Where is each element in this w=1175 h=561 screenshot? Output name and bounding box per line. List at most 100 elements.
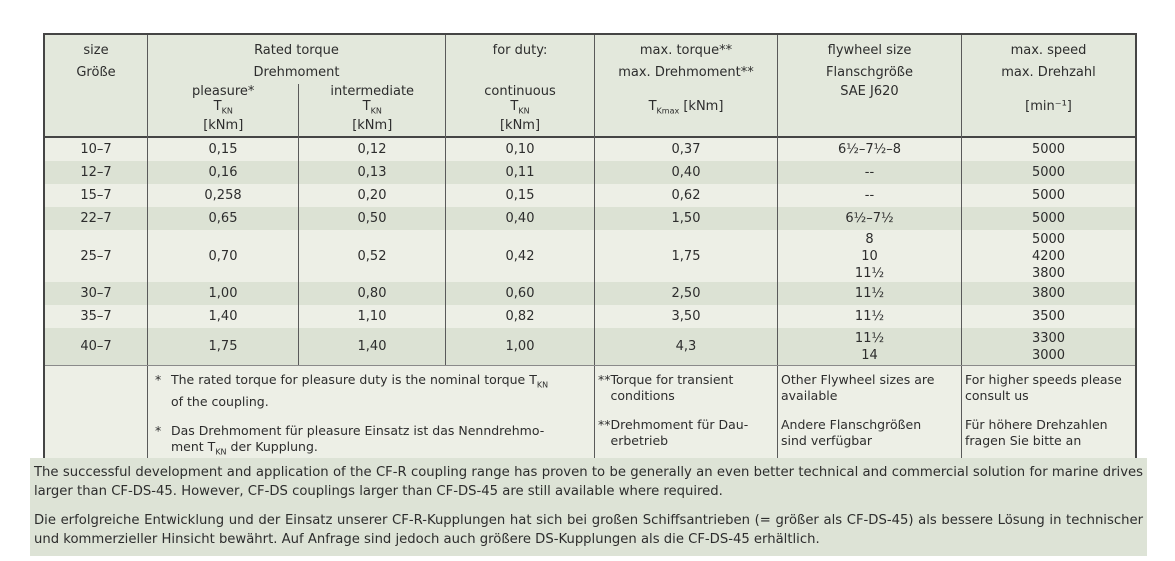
footnote-item: ** Drehmoment für Dau- erbetrieb xyxy=(598,417,748,449)
footnote-text: Other Flywheel sizes are available xyxy=(781,372,935,403)
cell-max-torque: 0,62 xyxy=(594,184,777,207)
header-max-speed-en: max. speed xyxy=(1010,43,1087,58)
header-flywheel-en: flywheel size xyxy=(827,43,912,58)
cell-pleasure: 0,16 xyxy=(147,161,298,184)
cell-max-torque: 3,50 xyxy=(594,305,777,328)
cell-speed: 5000 xyxy=(961,207,1135,230)
cell-flywheel: 11½ xyxy=(777,305,961,328)
cell-speed: 5000 xyxy=(961,184,1135,207)
cell-flywheel: 11½ xyxy=(777,282,961,305)
table-row: 15–7 0,258 0,20 0,15 0,62 -- 5000 xyxy=(45,184,1135,207)
header-size-en: size xyxy=(83,43,109,58)
header-continuous-symbol: TKN xyxy=(510,99,530,116)
cell-max-torque: 2,50 xyxy=(594,282,777,305)
cell-size: 30–7 xyxy=(80,286,112,301)
cell-speed: 3300 3000 xyxy=(961,328,1135,365)
header-max-torque: max. torque** max. Drehmoment** TKmax [k… xyxy=(594,35,777,138)
cell-continuous: 0,15 xyxy=(445,184,594,207)
table-row: 10–7 0,15 0,12 0,10 0,37 6½–7½–8 5000 xyxy=(45,138,1135,161)
cell-continuous: 0,11 xyxy=(445,161,594,184)
table-row: 35–7 1,40 1,10 0,82 3,50 11½ 3500 xyxy=(45,305,1135,328)
footnote-marker: ** xyxy=(598,417,611,432)
cell-max-torque: 4,3 xyxy=(594,328,777,365)
cell-continuous: 0,40 xyxy=(445,207,594,230)
cell-intermediate: 0,52 xyxy=(298,230,445,282)
cell-pleasure: 1,40 xyxy=(147,305,298,328)
header-intermediate-symbol: TKN xyxy=(362,99,382,116)
cell-continuous: 0,10 xyxy=(445,138,594,161)
header-max-speed: max. speed max. Drehzahl [min⁻¹] xyxy=(961,35,1135,138)
cell-pleasure: 1,00 xyxy=(147,282,298,305)
table-row: 22–7 0,65 0,50 0,40 1,50 6½–7½ 5000 xyxy=(45,207,1135,230)
header-duty-title: for duty: xyxy=(492,43,548,58)
header-rated-torque-group: Rated torque Drehmoment pleasure* TKN [k… xyxy=(147,35,445,138)
footnote-text: Drehmoment für Dau- erbetrieb xyxy=(610,417,749,448)
header-flywheel-standard: SAE J620 xyxy=(840,84,899,99)
header-pleasure: pleasure* TKN [kNm] xyxy=(148,84,298,138)
table-header: size Größe Rated torque Drehmoment pleas… xyxy=(45,35,1135,138)
header-max-torque-en: max. torque** xyxy=(639,43,733,58)
header-max-speed-de: max. Drehzahl xyxy=(1001,65,1096,80)
header-pleasure-label: pleasure* xyxy=(192,84,255,99)
cell-size: 25–7 xyxy=(80,248,112,264)
note-english: The successful development and applicati… xyxy=(34,465,1143,499)
footnote-flywheel: Other Flywheel sizes are available Ander… xyxy=(777,366,961,466)
cell-continuous: 1,00 xyxy=(445,328,594,365)
footnote-text: Für höhere Drehzahlen fragen Sie bitte a… xyxy=(965,417,1108,448)
header-flywheel-de: Flanschgröße xyxy=(826,65,913,80)
footnote-text: The rated torque for pleasure duty is th… xyxy=(171,372,549,409)
table-row: 12–7 0,16 0,13 0,11 0,40 -- 5000 xyxy=(45,161,1135,184)
footnote-text: Torque for transient conditions xyxy=(610,372,734,403)
table-row: 40–7 1,75 1,40 1,00 4,3 11½ 14 3300 3000 xyxy=(45,328,1135,365)
cell-flywheel: -- xyxy=(777,184,961,207)
header-flywheel: flywheel size Flanschgröße SAE J620 xyxy=(777,35,961,138)
header-pleasure-symbol: TKN xyxy=(213,99,233,116)
footnote-rated-torque: * The rated torque for pleasure duty is … xyxy=(147,366,594,466)
header-pleasure-unit: [kNm] xyxy=(203,117,244,133)
cell-pleasure: 0,15 xyxy=(147,138,298,161)
cell-intermediate: 0,13 xyxy=(298,161,445,184)
footnote-text: For higher speeds please consult us xyxy=(965,372,1122,403)
cell-flywheel: 6½–7½ xyxy=(777,207,961,230)
cell-max-torque: 1,50 xyxy=(594,207,777,230)
note-german: Die erfolgreiche Entwicklung und der Ein… xyxy=(34,513,1143,547)
cell-size: 10–7 xyxy=(80,142,112,157)
cell-intermediate: 0,12 xyxy=(298,138,445,161)
footnote-speed: For higher speeds please consult us Für … xyxy=(961,366,1135,466)
spec-table: size Größe Rated torque Drehmoment pleas… xyxy=(43,33,1137,468)
cell-intermediate: 1,40 xyxy=(298,328,445,365)
cell-size: 12–7 xyxy=(80,165,112,180)
header-intermediate: intermediate TKN [kNm] xyxy=(298,84,445,138)
header-rated-en: Rated torque xyxy=(254,43,339,58)
cell-size: 15–7 xyxy=(80,188,112,203)
cell-continuous: 0,82 xyxy=(445,305,594,328)
cell-max-torque: 0,40 xyxy=(594,161,777,184)
footnote-empty-cell xyxy=(45,366,147,466)
cell-continuous: 0,42 xyxy=(445,230,594,282)
footnote-marker: * xyxy=(155,422,162,438)
table-row: 25–7 0,70 0,52 0,42 1,75 8 10 11½ 5000 4… xyxy=(45,230,1135,282)
header-intermediate-unit: [kNm] xyxy=(352,117,393,133)
footnote-item: * Das Drehmoment für pleasure Einsatz is… xyxy=(155,423,544,461)
footnote-item: ** Torque for transient conditions xyxy=(598,372,733,404)
cell-intermediate: 0,50 xyxy=(298,207,445,230)
cell-max-torque: 0,37 xyxy=(594,138,777,161)
header-for-duty: for duty: continuous TKN [kNm] xyxy=(445,35,594,138)
footnote-max-torque: ** Torque for transient conditions ** Dr… xyxy=(594,366,777,466)
header-size-de: Größe xyxy=(76,65,116,80)
cell-speed: 5000 4200 3800 xyxy=(961,230,1135,282)
header-max-torque-symbol: TKmax [kNm] xyxy=(648,99,724,116)
cell-pleasure: 0,70 xyxy=(147,230,298,282)
bottom-notes: The successful development and applicati… xyxy=(30,458,1147,556)
cell-speed: 5000 xyxy=(961,138,1135,161)
header-size: size Größe xyxy=(45,35,147,138)
cell-intermediate: 0,20 xyxy=(298,184,445,207)
header-continuous-label: continuous xyxy=(484,84,556,99)
cell-speed: 3500 xyxy=(961,305,1135,328)
cell-speed: 3800 xyxy=(961,282,1135,305)
header-rated-de: Drehmoment xyxy=(253,65,340,80)
cell-flywheel: -- xyxy=(777,161,961,184)
footnote-marker: ** xyxy=(598,372,611,387)
cell-continuous: 0,60 xyxy=(445,282,594,305)
